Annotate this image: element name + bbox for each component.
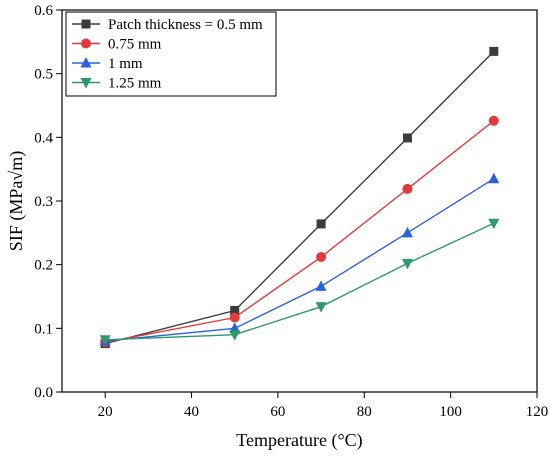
legend-item: Patch thickness = 0.5 mm [72,17,263,33]
series-layer [99,46,500,349]
series-3 [99,172,500,346]
series-line [105,178,495,342]
data-point [229,312,240,323]
legend-item: 1 mm [72,56,143,72]
x-tick-label: 20 [98,404,113,420]
data-point [401,258,413,270]
data-point [489,46,499,56]
y-tick-label: 0.2 [34,258,53,274]
data-point [229,330,241,341]
series-line [105,120,495,344]
data-point [402,133,412,143]
y-tick-label: 0.5 [34,67,53,83]
ticks-layer: 20 40 60 80 100 120 0.0 0.1 0.2 0.3 0.4 0.5 0.6 [34,3,548,420]
x-tick-label: 100 [439,404,462,420]
data-point [488,172,500,184]
data-point [316,252,327,263]
data-point [488,115,499,126]
y-tick-label: 0.6 [34,3,53,19]
x-tick-label: 80 [357,404,372,420]
x-tick-label: 120 [526,404,549,420]
data-point [315,302,327,313]
data-point [488,218,500,230]
y-axis-title: SIF (MPa√m) [6,151,27,251]
legend-label: 1.25 mm [108,76,162,92]
series-2 [100,115,499,348]
legend-marker [80,57,92,68]
legend-marker [81,19,91,29]
legend-item: 0.75 mm [72,37,162,53]
x-tick-label: 60 [270,404,285,420]
legend-label: 0.75 mm [108,37,162,53]
series-line [105,222,495,341]
legend-box [65,11,277,97]
data-point [401,226,413,238]
y-tick-label: 0.4 [34,130,53,146]
data-point [230,306,240,316]
legend: Patch thickness = 0.5 mm 0.75 mm 1 mm 1.25 … [65,11,277,97]
legend-label: Patch thickness = 0.5 mm [108,17,263,33]
data-point [315,280,327,291]
legend-marker [81,38,91,49]
data-point [316,219,326,229]
legend-item: 1.25 mm [72,76,162,92]
y-tick-label: 0.0 [34,385,53,401]
x-axis-title: Temperature (°C) [236,430,362,451]
series-4 [99,218,500,346]
data-point [99,335,111,346]
y-tick-label: 0.3 [34,194,53,210]
legend-label: 1 mm [108,56,143,72]
x-tick-label: 40 [184,404,199,420]
y-tick-label: 0.1 [34,321,53,337]
legend-marker [80,78,92,89]
plot-frame [61,9,538,393]
data-point [402,183,413,194]
